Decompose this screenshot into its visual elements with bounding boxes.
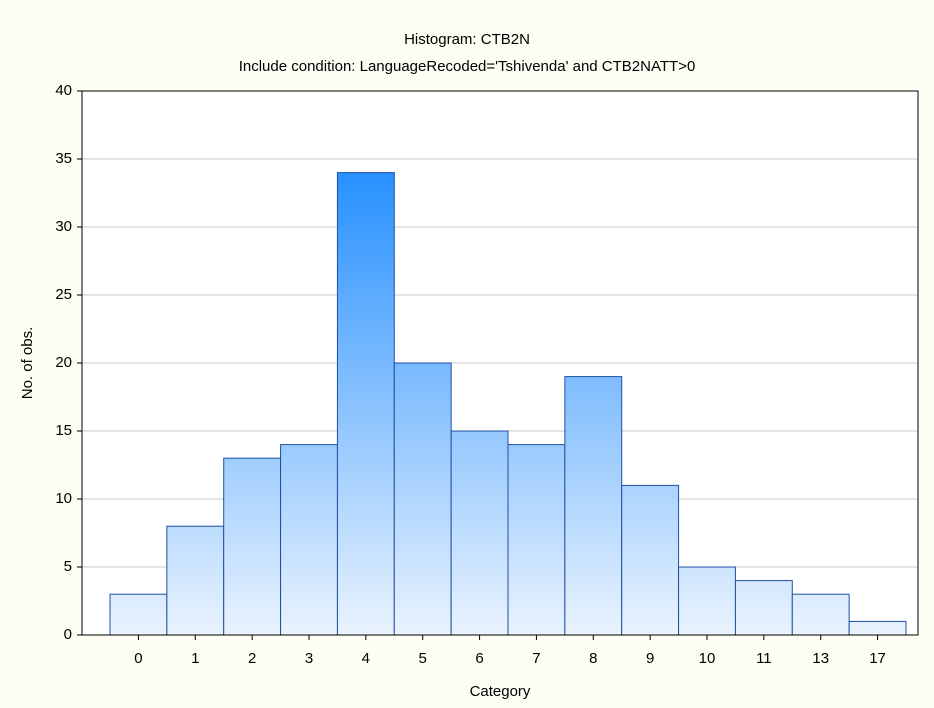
- y-tick-label: 15: [55, 422, 72, 439]
- bar: [450, 430, 509, 636]
- chart-subtitle: Include condition: LanguageRecoded='Tshi…: [239, 58, 696, 75]
- bars: [109, 172, 907, 636]
- bar: [507, 444, 566, 636]
- x-tick-label: 13: [812, 650, 829, 667]
- y-axis-label: No. of obs.: [19, 327, 36, 400]
- bar: [734, 580, 793, 636]
- y-tick-label: 40: [55, 82, 72, 99]
- x-tick-label: 2: [248, 650, 256, 667]
- bar: [791, 593, 850, 636]
- bar: [109, 593, 168, 636]
- x-axis-label: Category: [470, 683, 531, 700]
- x-tick-label: 1: [191, 650, 199, 667]
- y-tick-label: 30: [55, 218, 72, 235]
- y-tick-label: 0: [64, 626, 72, 643]
- bar: [678, 566, 736, 636]
- x-tick-label: 10: [699, 650, 716, 667]
- x-tick-label: 3: [305, 650, 313, 667]
- bar: [393, 362, 452, 636]
- x-tick-label: 9: [646, 650, 654, 667]
- bar: [166, 525, 225, 636]
- bar: [336, 172, 395, 636]
- y-tick-label: 20: [55, 354, 72, 371]
- x-tick-label: 11: [756, 650, 772, 667]
- x-tick-label: 6: [475, 650, 483, 667]
- y-tick-label: 35: [55, 150, 72, 167]
- bar: [223, 457, 282, 636]
- bar: [564, 376, 623, 636]
- x-tick-label: 4: [362, 650, 370, 667]
- x-tick-label: 5: [419, 650, 427, 667]
- y-tick-label: 5: [64, 558, 72, 575]
- bar: [621, 484, 680, 636]
- x-tick-label: 7: [532, 650, 540, 667]
- y-tick-label: 25: [55, 286, 72, 303]
- x-tick-label: 17: [869, 650, 886, 667]
- bar: [848, 620, 907, 636]
- y-tick-label: 10: [55, 490, 72, 507]
- bar: [280, 444, 338, 636]
- x-tick-label: 8: [589, 650, 597, 667]
- x-tick-label: 0: [134, 650, 142, 667]
- chart-title: Histogram: CTB2N: [404, 31, 530, 48]
